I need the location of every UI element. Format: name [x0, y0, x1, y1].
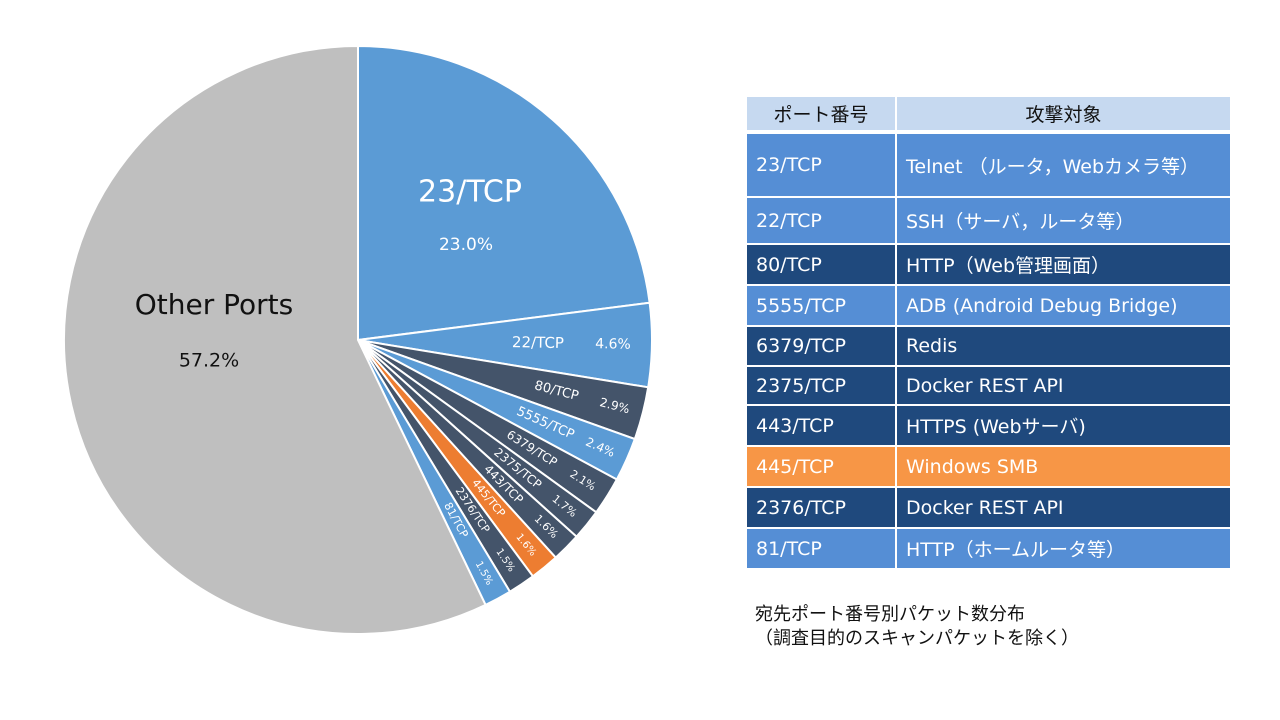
port-cell: 80/TCP [745, 243, 897, 286]
table-row: 2376/TCP Docker REST API [745, 486, 1232, 529]
port-cell: 2375/TCP [745, 365, 897, 406]
table-row: 2375/TCP Docker REST API [745, 365, 1232, 406]
header-port-number: ポート番号 [745, 95, 897, 133]
target-cell: HTTP（ホームルータ等） [895, 527, 1232, 570]
target-cell: Windows SMB [895, 445, 1232, 488]
slice-label: 23/TCP [418, 175, 522, 210]
slice-label: 4.6% [595, 336, 631, 353]
target-cell: HTTPS (Webサーバ) [895, 404, 1232, 447]
target-cell: Docker REST API [895, 486, 1232, 529]
port-cell: 443/TCP [745, 404, 897, 447]
table-row: 6379/TCP Redis [745, 325, 1232, 367]
target-cell: ADB (Android Debug Bridge) [895, 284, 1232, 327]
slice-label: 23.0% [439, 235, 493, 255]
slice-label: 22/TCP [512, 333, 564, 352]
chart-caption: 宛先ポート番号別パケット数分布 （調査目的のスキャンパケットを除く） [755, 603, 1079, 651]
port-target-table: ポート番号 攻撃対象 23/TCP Telnet （ルータ，Webカメラ等） 22/… [745, 95, 1232, 570]
table-row: 80/TCP HTTP（Web管理画面） [745, 243, 1232, 286]
table-row: 445/TCP Windows SMB [745, 445, 1232, 488]
table-row: 81/TCP HTTP（ホームルータ等） [745, 527, 1232, 570]
table-row: 5555/TCP ADB (Android Debug Bridge) [745, 284, 1232, 327]
slice-label: 57.2% [179, 350, 239, 372]
table-row: 443/TCP HTTPS (Webサーバ) [745, 404, 1232, 447]
port-cell: 81/TCP [745, 527, 897, 570]
header-attack-target: 攻撃対象 [895, 95, 1232, 133]
table-row: 23/TCP Telnet （ルータ，Webカメラ等） [745, 131, 1232, 198]
target-cell: Telnet （ルータ，Webカメラ等） [895, 131, 1232, 198]
caption-line-2: （調査目的のスキャンパケットを除く） [755, 628, 1079, 649]
caption-line-1: 宛先ポート番号別パケット数分布 [755, 604, 1025, 625]
target-cell: SSH（サーバ，ルータ等） [895, 196, 1232, 245]
port-cell: 2376/TCP [745, 486, 897, 529]
port-cell: 445/TCP [745, 445, 897, 488]
slice-label: Other Ports [135, 288, 294, 321]
table-header-row: ポート番号 攻撃対象 [745, 95, 1232, 133]
pie-slice [357, 44, 651, 342]
pie-slice [63, 44, 487, 635]
target-cell: Redis [895, 325, 1232, 367]
target-cell: HTTP（Web管理画面） [895, 243, 1232, 286]
port-cell: 6379/TCP [745, 325, 897, 367]
table-row: 22/TCP SSH（サーバ，ルータ等） [745, 196, 1232, 245]
port-cell: 23/TCP [745, 131, 897, 198]
port-cell: 22/TCP [745, 196, 897, 245]
target-cell: Docker REST API [895, 365, 1232, 406]
port-cell: 5555/TCP [745, 284, 897, 327]
